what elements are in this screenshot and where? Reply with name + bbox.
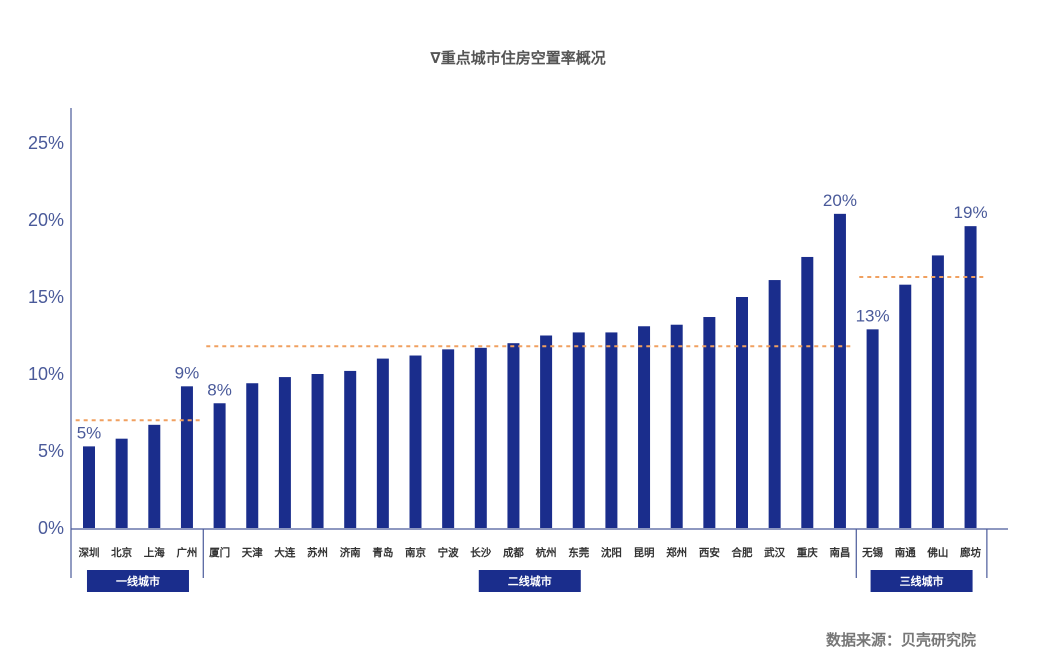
x-tick-label: 济南 [340,546,361,559]
bar [474,347,487,528]
x-tick-label: 成都 [503,546,524,559]
bar [768,280,781,528]
y-tick-label: 20% [28,210,64,230]
bar [278,377,291,528]
bar [376,358,389,528]
x-tick-label: 北京 [111,546,132,559]
data-label: 8% [207,380,232,399]
bar [833,213,846,528]
y-tick-label: 15% [28,287,64,307]
data-label: 9% [175,363,200,382]
chart-title: ∇重点城市住房空置率概况 [430,49,605,67]
y-tick-label: 0% [38,518,64,538]
bar [409,355,422,528]
x-tick-label: 佛山 [926,546,948,559]
data-source: 数据来源：贝壳研究院 [826,631,976,649]
bar [507,343,520,528]
x-tick-label: 廊坊 [960,546,981,559]
x-tick-label: 合肥 [731,546,753,559]
x-tick-label: 天津 [242,546,263,559]
x-tick-label: 厦门 [209,546,230,559]
y-tick-label: 10% [28,364,64,384]
bar [344,370,357,528]
x-axis: 深圳 北京 上海 广州 厦门 天津 大连 苏州 济南 青岛 南京 宁波 长沙 成都 杭州 东莞 沈阳 昆明 郑州 西安… [71,528,1008,559]
data-label: 19% [954,203,988,222]
x-tick-label: 郑州 [666,546,687,559]
x-tick-label: 昆明 [634,547,655,559]
city-tier-groups: 一线城市 二线城市 三线城市 [86,529,988,592]
y-tick-label: 5% [38,441,64,461]
bar [931,255,944,529]
x-tick-label: 南昌 [829,546,850,559]
data-labels: 5% 9% 8% 20% 13% 19% [77,191,988,443]
bar [311,374,324,528]
group-label: 一线城市 [116,574,160,588]
bar [442,349,455,528]
bars [83,213,977,529]
group-label-box [86,570,189,592]
x-tick-label: 南通 [895,546,916,559]
x-tick-label: 长沙 [470,546,491,559]
x-tick-label: 青岛 [372,546,393,559]
x-tick-label: 杭州 [536,546,557,559]
data-label: 20% [823,191,857,210]
x-tick-label: 深圳 [79,546,100,559]
group-label-box [870,570,973,592]
bar [572,332,585,528]
x-tick-label: 大连 [274,546,295,559]
bar [148,424,161,528]
x-tick-label: 武汉 [764,546,785,559]
average-lines [75,275,984,422]
group-label: 二线城市 [508,574,552,588]
bar [899,284,912,528]
bar [964,226,977,528]
bar [736,297,748,528]
bar [180,386,193,528]
x-tick-label: 苏州 [307,546,328,559]
bar [703,317,716,528]
bar [670,324,683,528]
bar [801,256,814,528]
bar [83,446,95,528]
x-tick-label: 宁波 [438,546,459,559]
bar [866,329,879,528]
bar [638,326,651,528]
bar [213,403,226,528]
group-label: 三线城市 [900,574,944,588]
bar [115,438,128,528]
x-tick-label: 重庆 [797,546,818,559]
x-tick-label: 南京 [405,546,426,559]
data-label: 5% [77,423,102,442]
data-label: 13% [856,306,890,325]
bar [605,332,618,528]
x-tick-label: 东莞 [568,546,589,559]
x-tick-label: 沈阳 [601,546,622,559]
x-tick-label: 上海 [144,546,165,559]
group-label-box [478,570,581,592]
y-tick-label: 25% [28,133,64,153]
bar [540,335,553,528]
y-axis: 0% 5% 10% 15% 20% 25% [28,108,72,578]
x-tick-label: 无锡 [861,546,883,559]
x-tick-label: 西安 [699,546,720,559]
x-tick-label: 广州 [176,546,197,559]
bar [246,383,259,528]
